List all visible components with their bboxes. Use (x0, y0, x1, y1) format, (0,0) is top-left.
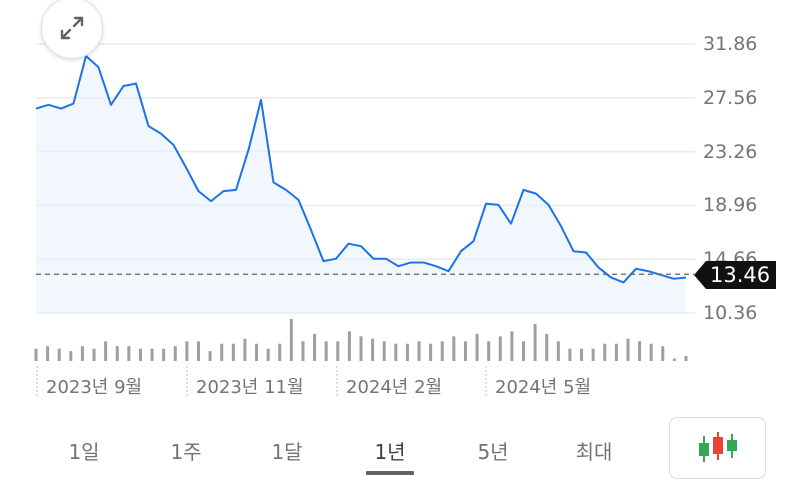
volume-bar (522, 341, 525, 361)
volume-bar (80, 346, 84, 361)
volume-bar (208, 351, 212, 361)
candlestick-icon (698, 432, 737, 462)
volume-bar (580, 348, 584, 361)
volume-bar (556, 341, 560, 361)
volume-bar (429, 343, 433, 361)
price-tag-arrow (694, 261, 706, 289)
range-tab-max[interactable]: 최대 (575, 440, 613, 464)
current-price-value: 13.46 (706, 261, 777, 289)
volume-bar (545, 333, 549, 361)
volume-bar (46, 346, 50, 361)
volume-bar (92, 348, 96, 361)
volume-bar (510, 331, 514, 361)
volume-bar (313, 333, 317, 361)
x-axis-date-label: 2023년 9월 (46, 377, 143, 398)
y-tick-label: 10.36 (703, 302, 758, 324)
volume-bar (614, 343, 618, 361)
volume-bar (243, 338, 247, 361)
y-tick-label: 31.86 (703, 33, 758, 55)
volume-bar (452, 336, 456, 361)
volume-bar (371, 338, 375, 361)
volume-bar (405, 343, 409, 361)
volume-bar (487, 341, 491, 361)
x-axis-date-label: 2023년 11월 (196, 377, 304, 398)
volume-bar (533, 323, 537, 361)
volume-bar (197, 341, 200, 361)
volume-bar (231, 343, 235, 361)
volume-bar (382, 341, 386, 361)
volume-bar (568, 348, 572, 361)
active-range-underline (366, 471, 414, 475)
volume-bar (301, 341, 305, 361)
volume-bar (347, 331, 351, 361)
volume-bar (440, 341, 444, 361)
y-tick-label: 27.56 (703, 86, 758, 109)
current-price-tag: 13.46 (694, 261, 777, 289)
volume-bar (220, 343, 224, 361)
volume-bar (498, 336, 502, 361)
volume-bar (684, 356, 688, 361)
y-tick-label: 23.26 (703, 140, 758, 163)
expand-button[interactable] (41, 0, 103, 59)
volume-bar (115, 346, 119, 361)
volume-bar (289, 319, 293, 361)
range-selector: 1일 1주 1달 1년 5년 최대 (0, 428, 660, 478)
volume-bar (127, 346, 131, 361)
volume-bar (463, 341, 467, 361)
range-tab-1y[interactable]: 1년 (374, 440, 406, 464)
x-axis-date-label: 2024년 2월 (346, 377, 443, 398)
range-tab-5y[interactable]: 5년 (477, 440, 509, 464)
volume-bar (649, 343, 653, 361)
volume-bar (417, 341, 421, 361)
volume-bar (150, 348, 154, 361)
volume-bar (185, 341, 189, 361)
volume-bar (661, 346, 665, 361)
volume-bar (359, 336, 363, 361)
volume-bar (626, 338, 630, 361)
price-chart[interactable] (0, 0, 800, 420)
volume-bar (336, 341, 340, 361)
range-tab-1m[interactable]: 1달 (271, 440, 303, 464)
volume-bar (278, 343, 282, 361)
volume-bar (324, 341, 328, 361)
volume-bar (162, 348, 166, 361)
x-axis-date-label: 2024년 5월 (495, 377, 592, 398)
volume-bar (475, 333, 479, 361)
volume-bar (173, 346, 177, 361)
range-tab-1d[interactable]: 1일 (68, 440, 100, 464)
candlestick-toggle-button[interactable] (669, 417, 766, 479)
volume-bar (638, 341, 642, 361)
price-line (35, 55, 687, 284)
volume-bar (255, 343, 259, 361)
volume-bar (603, 343, 607, 361)
range-tab-1w[interactable]: 1주 (170, 440, 202, 464)
volume-bar (34, 348, 38, 361)
y-tick-label: 18.96 (703, 194, 758, 217)
volume-bar (104, 341, 108, 361)
price-area-fill (36, 56, 686, 313)
volume-bar (394, 343, 398, 361)
volume-bar (138, 348, 142, 361)
volume-bar (266, 348, 270, 361)
expand-icon (60, 16, 84, 40)
volume-bar (591, 348, 595, 361)
volume-bar (57, 348, 61, 361)
volume-bar (672, 358, 676, 361)
volume-bar (69, 351, 73, 361)
